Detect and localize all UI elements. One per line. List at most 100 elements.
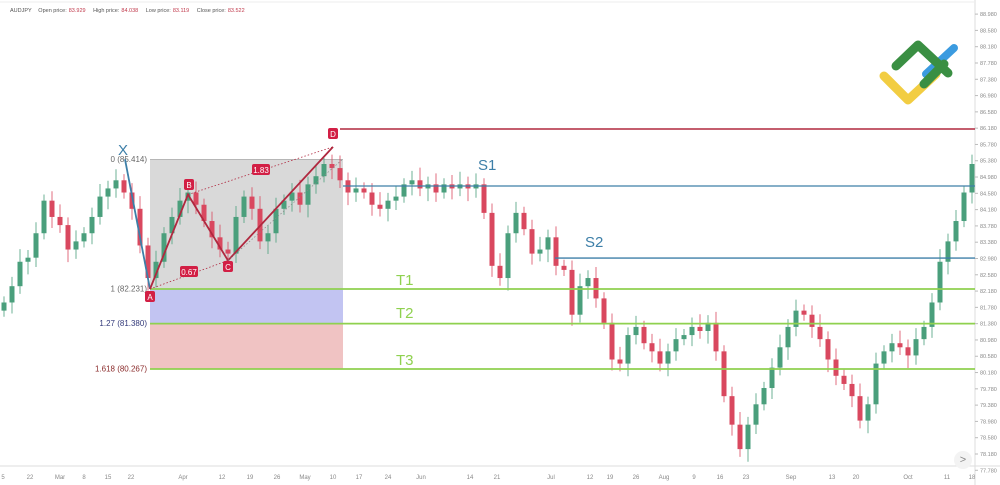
candle-body bbox=[809, 314, 815, 327]
candle bbox=[729, 386, 735, 436]
candle-body bbox=[505, 233, 511, 279]
candle bbox=[505, 225, 511, 291]
candle-body bbox=[881, 351, 887, 364]
candle bbox=[577, 273, 583, 323]
x-tick-label: Mar bbox=[55, 475, 65, 481]
low-value: 83.119 bbox=[172, 8, 190, 14]
candle bbox=[137, 196, 143, 254]
candle-body bbox=[785, 326, 791, 348]
candle bbox=[825, 331, 831, 373]
y-tick-label: 81.380 bbox=[980, 322, 997, 328]
candle-body bbox=[361, 188, 367, 193]
candle-body bbox=[561, 265, 567, 270]
x-tick-label: 10 bbox=[330, 475, 337, 481]
point-c-label-box bbox=[223, 261, 233, 272]
candle-body bbox=[585, 278, 591, 287]
candle-body bbox=[441, 184, 447, 193]
candle bbox=[217, 224, 223, 258]
x-tick-label: 12 bbox=[587, 475, 594, 481]
candle bbox=[241, 190, 247, 224]
candle-body bbox=[113, 180, 119, 189]
high-label: High price: bbox=[93, 8, 120, 14]
candle bbox=[721, 345, 727, 403]
ratio-bd-label-box bbox=[252, 164, 270, 175]
candle bbox=[497, 253, 503, 286]
candle bbox=[353, 177, 359, 202]
candle bbox=[705, 315, 711, 344]
y-tick-label: 79.780 bbox=[980, 387, 997, 393]
x-tick-label: 16 bbox=[717, 475, 724, 481]
ratio-bd-label: 1.83 bbox=[253, 166, 269, 175]
candle-body bbox=[569, 269, 575, 315]
candle-body bbox=[489, 212, 495, 266]
y-tick-label: 77.780 bbox=[980, 468, 997, 474]
xa-leg bbox=[124, 159, 151, 290]
candle-body bbox=[601, 298, 607, 323]
y-tick-label: 86.980 bbox=[980, 94, 997, 100]
candle bbox=[361, 182, 367, 199]
candle-body bbox=[401, 184, 407, 197]
candle bbox=[929, 293, 935, 338]
candle bbox=[921, 320, 927, 346]
candle bbox=[489, 203, 495, 277]
candle bbox=[265, 225, 271, 255]
x-tick-label: 8 bbox=[82, 475, 86, 481]
candle bbox=[905, 339, 911, 369]
candle-body bbox=[673, 339, 679, 352]
candle-body bbox=[617, 359, 623, 364]
candle-body bbox=[857, 396, 863, 421]
candle bbox=[665, 343, 671, 377]
candle-body bbox=[889, 343, 895, 352]
candle bbox=[393, 185, 399, 211]
candle bbox=[937, 249, 943, 311]
y-tick-label: 82.180 bbox=[980, 289, 997, 295]
y-tick-label: 84.980 bbox=[980, 175, 997, 181]
candle-body bbox=[137, 208, 143, 246]
y-tick-label: 84.180 bbox=[980, 208, 997, 214]
point-a-label-box bbox=[145, 291, 155, 302]
y-tick-label: 82.580 bbox=[980, 273, 997, 279]
candle-body bbox=[409, 180, 415, 185]
candle bbox=[305, 176, 311, 218]
x-tick-label: Jun bbox=[416, 475, 426, 481]
ratio-ac-label: 0.67 bbox=[181, 268, 197, 277]
candle-body bbox=[481, 184, 487, 213]
x-tick-label: 5 bbox=[1, 475, 5, 481]
candle bbox=[673, 328, 679, 361]
x-tick-label: Jul bbox=[547, 475, 555, 481]
candle bbox=[561, 259, 567, 277]
candle-body bbox=[57, 216, 63, 226]
candle-body bbox=[777, 347, 783, 368]
x-tick-label: 9 bbox=[692, 475, 696, 481]
candle-body bbox=[353, 188, 359, 193]
logo bbox=[879, 40, 958, 105]
candle-body bbox=[177, 200, 183, 217]
candle bbox=[113, 169, 119, 198]
candle-body bbox=[609, 322, 615, 360]
candle bbox=[801, 304, 807, 321]
candle-body bbox=[249, 196, 255, 209]
candle-body bbox=[897, 343, 903, 348]
candle bbox=[401, 178, 407, 203]
x-tick-label: 21 bbox=[494, 475, 501, 481]
candle-body bbox=[737, 424, 743, 450]
candle bbox=[177, 188, 183, 225]
candle bbox=[73, 230, 79, 259]
candle bbox=[553, 226, 559, 276]
candle bbox=[169, 207, 175, 245]
scroll-right-button[interactable]: > bbox=[954, 451, 972, 469]
ratio-ac-label-box bbox=[180, 266, 198, 277]
x-tick-label: Sep bbox=[786, 475, 797, 481]
x-tick-label: Apr bbox=[178, 475, 187, 481]
candle-body bbox=[225, 249, 231, 254]
candle-body bbox=[217, 237, 223, 250]
x-tick-label: 26 bbox=[274, 475, 281, 481]
candle-body bbox=[321, 163, 327, 177]
candle bbox=[17, 249, 23, 294]
candle bbox=[449, 174, 455, 200]
x-tick-label: 12 bbox=[219, 475, 226, 481]
candle bbox=[417, 167, 423, 197]
candle bbox=[953, 210, 959, 251]
candle bbox=[289, 183, 295, 212]
